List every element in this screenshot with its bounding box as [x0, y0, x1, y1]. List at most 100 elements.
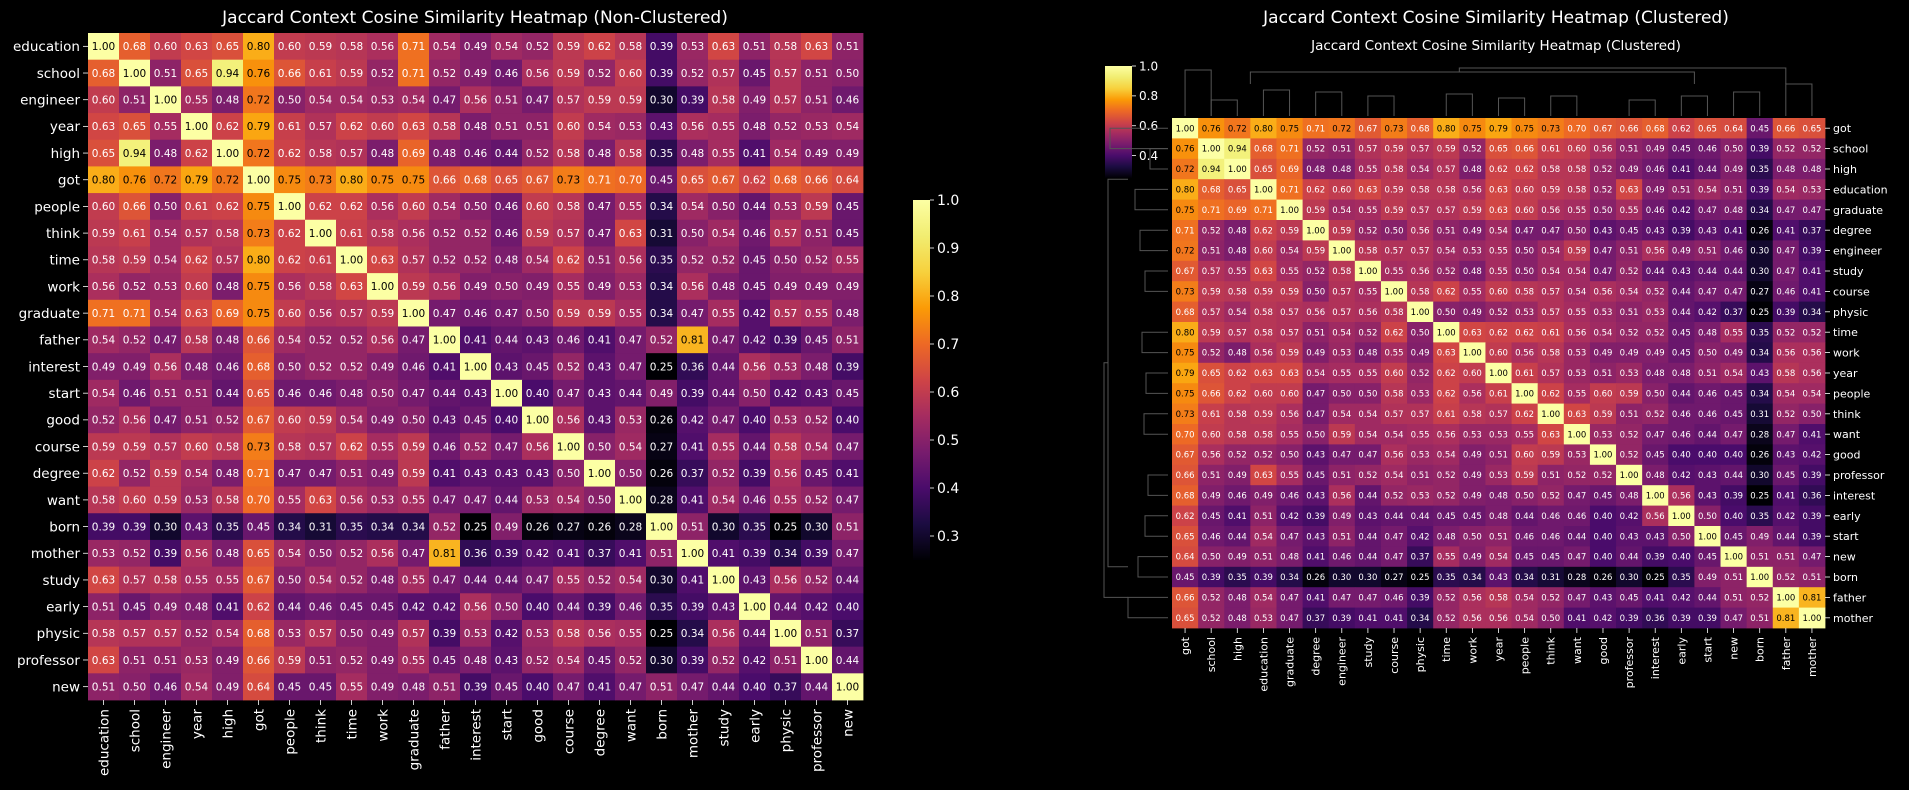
cell-value-label: 0.60 [185, 441, 208, 453]
cell-value-label: 0.59 [402, 468, 425, 480]
cell-value-label: 0.25 [1750, 308, 1769, 318]
cell-value-label: 0.43 [1698, 491, 1717, 501]
right-heatmap: 1.00 0.76 0.72 0.80 0.75 0.71 0.72 0.67 0.73 0.68… [1172, 118, 1888, 692]
cell-value-label: 0.41 [433, 361, 456, 373]
heatmap-cell [212, 139, 244, 167]
cell-value-label: 0.40 [495, 415, 518, 427]
colorbar-tick-label: 0.3 [937, 529, 959, 545]
heatmap-cell [398, 273, 430, 301]
cell-value-label: 0.47 [1280, 532, 1299, 542]
cell-value-label: 0.62 [1515, 410, 1534, 420]
cell-value-label: 0.60 [1594, 389, 1613, 399]
row-tick-label: got [1833, 122, 1852, 135]
cell-value-label: 0.56 [557, 415, 581, 427]
cell-value-label: 0.44 [836, 655, 860, 667]
cell-value-label: 0.51 [185, 415, 208, 427]
heatmap-cell [336, 406, 368, 434]
cell-value-label: 0.42 [1672, 593, 1691, 603]
cell-value-label: 0.47 [557, 388, 580, 400]
heatmap-cell [274, 299, 306, 327]
heatmap-cell [460, 59, 492, 87]
heatmap-cell [460, 166, 492, 194]
cell-value-label: 0.79 [185, 175, 208, 187]
cell-value-label: 0.55 [557, 281, 580, 293]
heatmap-cell [832, 379, 864, 407]
dendrogram-branch [1137, 556, 1168, 578]
row-tick-label: father [39, 333, 80, 349]
heatmap-cell [88, 593, 120, 621]
heatmap-cell [460, 273, 492, 301]
cell-value-label: 0.49 [371, 468, 394, 480]
cell-value-label: 0.49 [805, 148, 828, 160]
cell-value-label: 0.39 [1802, 247, 1821, 257]
cell-value-label: 1.00 [1176, 124, 1195, 134]
cell-value-label: 0.60 [1463, 369, 1482, 379]
cell-value-label: 0.45 [805, 468, 828, 480]
cell-value-label: 0.45 [247, 521, 270, 533]
cell-value-label: 0.34 [1280, 573, 1299, 583]
cell-value-label: 0.58 [340, 41, 363, 53]
cell-value-label: 0.61 [1202, 410, 1221, 420]
heatmap-cell [553, 59, 585, 87]
heatmap-cell [367, 513, 399, 541]
cell-value-label: 0.54 [1620, 287, 1639, 297]
colorbar-tick-label: 0.8 [1139, 89, 1158, 103]
cell-value-label: 0.51 [743, 41, 766, 53]
cell-value-label: 0.59 [588, 94, 611, 106]
heatmap-cell [305, 59, 337, 87]
cell-value-label: 0.56 [1306, 308, 1325, 318]
row-tick-label: new [1833, 551, 1856, 564]
cell-value-label: 1.00 [1463, 349, 1482, 359]
cell-value-label: 0.73 [247, 228, 270, 240]
heatmap-cell [181, 593, 213, 621]
cell-value-label: 0.52 [1437, 471, 1456, 481]
heatmap-cell [584, 486, 616, 514]
heatmap-cell [88, 166, 120, 194]
heatmap-cell [398, 113, 430, 141]
cell-value-label: 0.61 [185, 201, 208, 213]
col-tick-label: high [1231, 637, 1244, 661]
heatmap-cell [646, 246, 678, 274]
row-tick-label: work [1833, 347, 1860, 360]
cell-value-label: 0.49 [371, 415, 394, 427]
col-tick-label: time [1440, 637, 1453, 662]
cell-value-label: 0.34 [402, 521, 426, 533]
cell-value-label: 0.71 [1280, 185, 1299, 195]
cell-value-label: 0.73 [1541, 124, 1560, 134]
cell-value-label: 0.50 [619, 468, 642, 480]
cell-value-label: 0.49 [1646, 185, 1665, 195]
cell-value-label: 0.39 [743, 548, 766, 560]
heatmap-cell [739, 113, 771, 141]
cell-value-label: 0.69 [216, 308, 239, 320]
cell-value-label: 0.45 [1672, 328, 1691, 338]
cell-value-label: 0.39 [743, 468, 766, 480]
cell-value-label: 0.43 [805, 388, 828, 400]
cell-value-label: 0.39 [1698, 614, 1717, 624]
heatmap-cell [88, 33, 120, 61]
cell-value-label: 0.58 [1567, 185, 1586, 195]
heatmap-cell [212, 193, 244, 221]
heatmap-cell [119, 246, 151, 274]
cell-value-label: 0.42 [1776, 512, 1795, 522]
cell-value-label: 0.47 [495, 441, 518, 453]
cell-value-label: 0.52 [1306, 267, 1325, 277]
cell-value-label: 0.53 [371, 495, 394, 507]
cell-value-label: 0.62 [92, 468, 115, 480]
heatmap-cell [429, 193, 461, 221]
cell-value-label: 0.25 [1411, 573, 1430, 583]
heatmap-cell [460, 86, 492, 114]
cell-value-label: 0.49 [1332, 512, 1351, 522]
cell-value-label: 0.40 [1672, 553, 1691, 563]
cell-value-label: 0.34 [774, 548, 798, 560]
cell-value-label: 0.55 [1515, 430, 1534, 440]
cell-value-label: 0.39 [433, 628, 456, 640]
cell-value-label: 0.48 [1776, 165, 1795, 175]
cell-value-label: 0.57 [1358, 145, 1377, 155]
cell-value-label: 0.51 [650, 548, 673, 560]
heatmap-cell [212, 326, 244, 354]
heatmap-cell [801, 273, 833, 301]
cell-value-label: 0.60 [1515, 206, 1534, 216]
heatmap-cell [274, 246, 306, 274]
cell-value-label: 0.54 [1802, 389, 1821, 399]
cell-value-label: 0.26 [1594, 573, 1613, 583]
